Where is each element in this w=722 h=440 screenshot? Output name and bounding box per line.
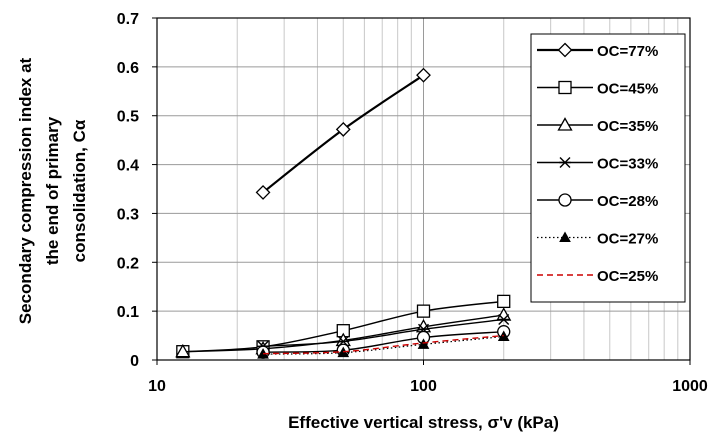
y-tick-label: 0.6 (117, 60, 139, 77)
legend-box (530, 33, 686, 303)
marker-circle (558, 193, 572, 207)
marker-star-stroke (559, 157, 571, 168)
marker-square (558, 80, 572, 95)
marker-diamond (255, 185, 271, 200)
series (263, 334, 504, 355)
marker-triangle (175, 343, 191, 358)
y-tick-label: 0.7 (117, 11, 139, 28)
y-tick-label: 0.1 (117, 304, 139, 321)
legend-label: OC=33% (597, 156, 658, 173)
legend-label: OC=27% (597, 231, 658, 248)
marker-filled-triangle (559, 231, 571, 242)
marker-filled-triangle (417, 338, 430, 349)
y-axis-title-line: consolidation, Cα (70, 119, 89, 262)
marker-star (497, 313, 510, 325)
y-tick-label: 0 (130, 353, 139, 370)
marker-star-stroke (498, 313, 510, 325)
marker-diamond (335, 121, 351, 137)
marker-square (416, 304, 431, 318)
y-axis-title-line: Secondary compression index at (16, 57, 35, 324)
y-tick-label: 0.3 (117, 206, 139, 223)
x-axis-title: Effective vertical stress, σ'v (kPa) (288, 413, 559, 432)
series-layer (175, 67, 512, 359)
x-tick-label: 100 (410, 378, 437, 395)
legend-item: OC=27% (537, 231, 658, 248)
marker-triangle (557, 117, 573, 131)
legend: OC=77% OC=45% OC=35% OC=33% OC=28% OC=27% OC=2… (530, 33, 686, 303)
series (255, 67, 431, 200)
legend-item: OC=25% (537, 268, 658, 285)
legend-label: OC=77% (597, 43, 658, 60)
series-line (263, 330, 504, 353)
legend-item: OC=45% (537, 81, 658, 98)
y-tick-label: 0.5 (117, 109, 139, 126)
x-tick-label: 1000 (672, 378, 708, 395)
marker-star (559, 157, 571, 168)
legend-item: OC=33% (537, 156, 658, 173)
marker-diamond (416, 67, 431, 83)
series-line (263, 334, 504, 355)
y-tick-label: 0.2 (117, 255, 139, 272)
marker-square (497, 294, 511, 309)
legend-item: OC=35% (537, 117, 658, 135)
y-axis-title-line: the end of primary (43, 116, 62, 265)
series-line (263, 335, 504, 355)
marker-diamond (557, 42, 573, 58)
ticks: 10 100 1000 0 0.1 0.2 0.3 0.4 0.5 0.6 0.7 (117, 11, 708, 395)
y-axis-title: Secondary compression index at the end of… (16, 57, 89, 324)
legend-label: OC=35% (597, 118, 658, 135)
legend-item: OC=77% (537, 42, 658, 60)
y-tick-label: 0.4 (117, 158, 139, 175)
legend-label: OC=25% (597, 268, 658, 285)
legend-item: OC=28% (537, 193, 658, 210)
series-line (263, 318, 504, 348)
legend-label: OC=28% (597, 193, 658, 210)
x-tick-label: 10 (148, 378, 166, 395)
legend-label: OC=45% (597, 81, 658, 98)
